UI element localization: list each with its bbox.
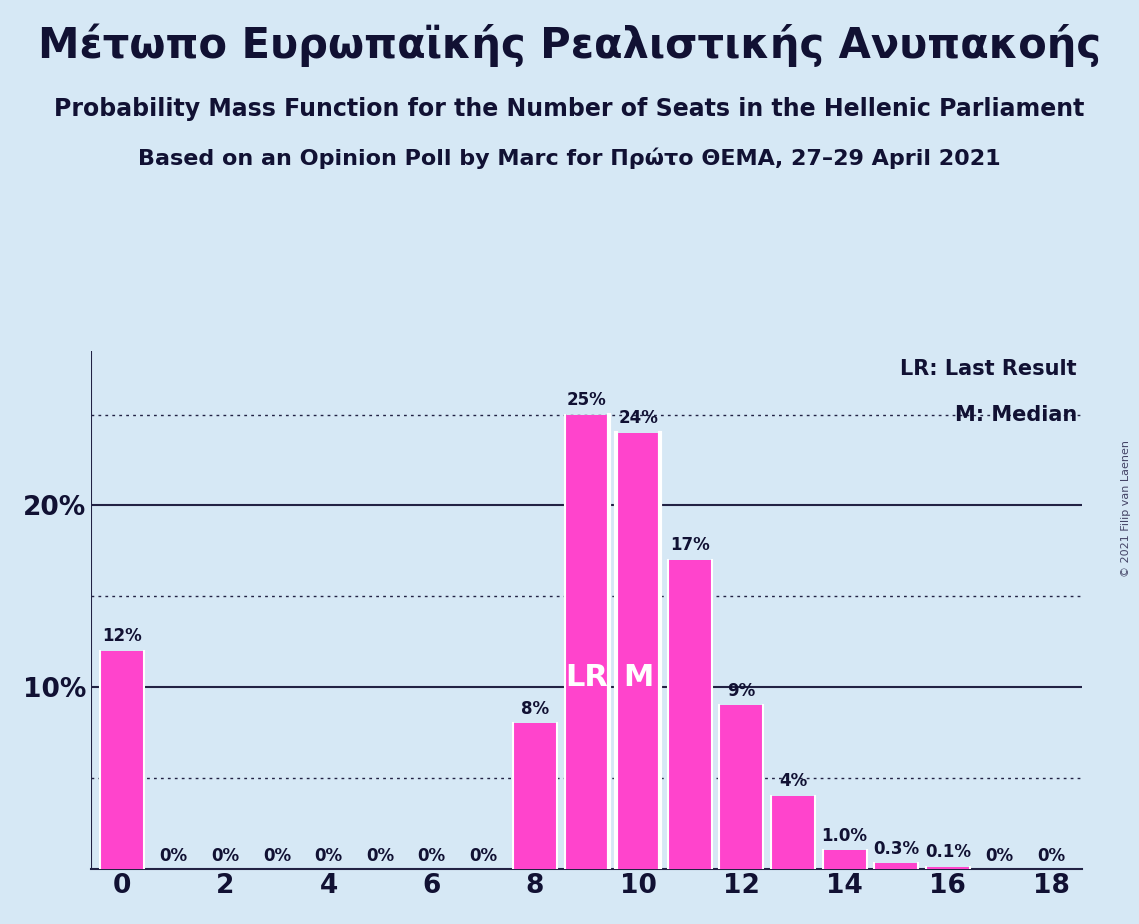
Text: 0%: 0%	[314, 847, 343, 865]
Text: 0%: 0%	[469, 847, 498, 865]
Text: 0%: 0%	[159, 847, 188, 865]
Text: Based on an Opinion Poll by Marc for Πρώτο ΘΕΜΑ, 27–29 April 2021: Based on an Opinion Poll by Marc for Πρώ…	[138, 148, 1001, 169]
Text: 0.3%: 0.3%	[874, 840, 919, 857]
Text: Probability Mass Function for the Number of Seats in the Hellenic Parliament: Probability Mass Function for the Number…	[55, 97, 1084, 121]
Text: 0%: 0%	[263, 847, 290, 865]
Bar	[771, 796, 816, 869]
Text: © 2021 Filip van Laenen: © 2021 Filip van Laenen	[1121, 440, 1131, 577]
Text: 0.1%: 0.1%	[925, 844, 970, 861]
Text: 4%: 4%	[779, 772, 808, 791]
Text: 24%: 24%	[618, 409, 658, 428]
Text: 17%: 17%	[670, 537, 710, 554]
Text: M: M	[623, 663, 654, 692]
Text: 0%: 0%	[418, 847, 445, 865]
Text: 0%: 0%	[1036, 847, 1065, 865]
Bar	[667, 560, 712, 869]
Bar	[100, 650, 144, 869]
Text: LR: LR	[565, 663, 608, 692]
Text: 25%: 25%	[567, 391, 606, 409]
Text: Μέτωπο Ευρωπαϊκής Ρεαλιστικής Ανυπακοής: Μέτωπο Ευρωπαϊκής Ρεαλιστικής Ανυπακοής	[38, 23, 1101, 67]
Text: LR: Last Result: LR: Last Result	[901, 359, 1077, 379]
Bar	[822, 850, 867, 869]
Bar	[616, 432, 661, 869]
Text: 8%: 8%	[521, 699, 549, 718]
Text: 0%: 0%	[211, 847, 239, 865]
Text: 9%: 9%	[728, 682, 755, 699]
Text: M: Median: M: Median	[954, 406, 1077, 425]
Text: 0%: 0%	[366, 847, 394, 865]
Bar	[565, 415, 608, 869]
Bar	[926, 867, 969, 869]
Bar	[720, 705, 763, 869]
Bar	[513, 723, 557, 869]
Bar	[875, 863, 918, 869]
Text: 12%: 12%	[103, 627, 142, 645]
Text: 1.0%: 1.0%	[821, 827, 868, 845]
Text: 0%: 0%	[985, 847, 1014, 865]
